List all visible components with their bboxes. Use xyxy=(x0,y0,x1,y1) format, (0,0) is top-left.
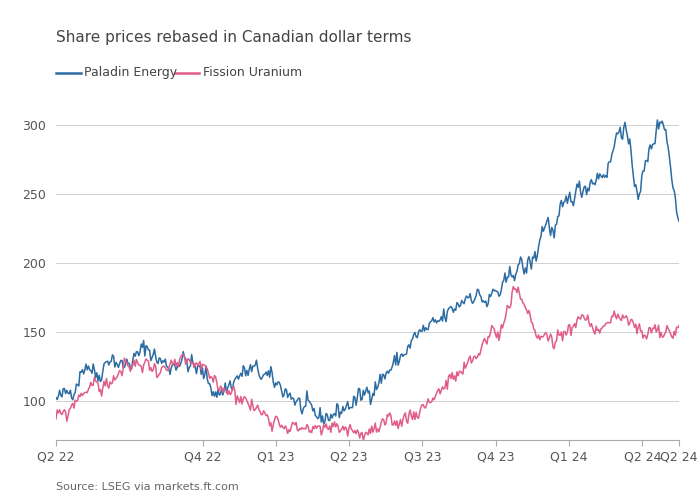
Text: Fission Uranium: Fission Uranium xyxy=(203,66,302,79)
Fission Uranium xyxy=(509,284,517,290)
Paladin Energy xyxy=(653,117,662,123)
Fission Uranium xyxy=(550,346,559,352)
Text: Share prices rebased in Canadian dollar terms: Share prices rebased in Canadian dollar … xyxy=(56,30,412,45)
Fission Uranium xyxy=(52,416,60,422)
Paladin Energy xyxy=(540,225,549,231)
Paladin Energy xyxy=(319,421,328,427)
Text: Source: LSEG via markets.ft.com: Source: LSEG via markets.ft.com xyxy=(56,482,239,492)
Paladin Energy xyxy=(126,364,134,370)
Fission Uranium xyxy=(606,320,614,326)
Paladin Energy xyxy=(604,160,612,166)
Line: Fission Uranium: Fission Uranium xyxy=(56,286,679,440)
Fission Uranium xyxy=(69,400,77,406)
Fission Uranium xyxy=(359,438,368,444)
Paladin Energy xyxy=(675,218,683,224)
Line: Paladin Energy: Paladin Energy xyxy=(56,120,679,424)
Fission Uranium xyxy=(542,330,550,336)
Paladin Energy xyxy=(69,396,77,402)
Text: Paladin Energy: Paladin Energy xyxy=(84,66,177,79)
Paladin Energy xyxy=(52,394,60,400)
Fission Uranium xyxy=(126,368,134,374)
Fission Uranium xyxy=(221,386,230,392)
Paladin Energy xyxy=(221,380,230,386)
Paladin Energy xyxy=(549,227,557,233)
Fission Uranium xyxy=(675,322,683,328)
